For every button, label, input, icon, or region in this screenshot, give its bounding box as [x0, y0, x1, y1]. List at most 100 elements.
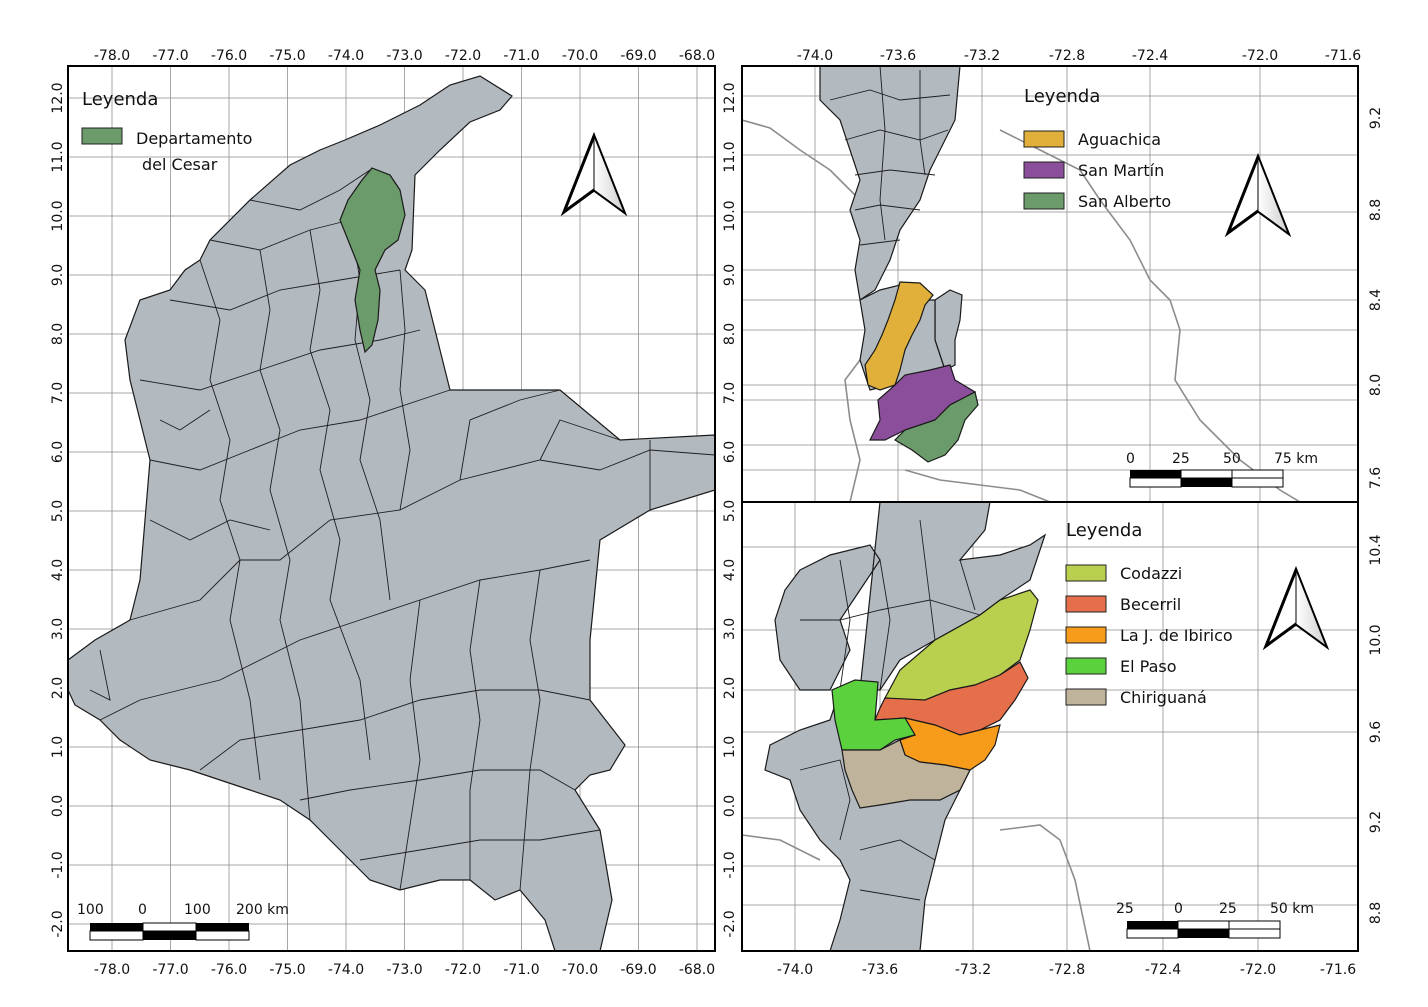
x-tick-label-bottom: -78.0 — [94, 962, 130, 978]
x-tick-label-bottom: -77.0 — [152, 962, 188, 978]
x-tick-label-top: -71.6 — [1325, 48, 1361, 64]
y-tick-label-right: -2.0 — [722, 910, 738, 937]
scalebar-south-cesar: 0 25 50 75 km — [1126, 451, 1318, 488]
legend-south-cesar: Leyenda Aguachica San Martín San Alberto — [1023, 86, 1171, 211]
y-tick-label-right: 8.0 — [1368, 374, 1384, 396]
north-arrow-icon — [1262, 565, 1330, 651]
y-tick-label-right: 12.0 — [722, 82, 738, 113]
x-tick-label-top: -72.8 — [1049, 48, 1085, 64]
y-tick-label-left: 10.0 — [50, 200, 66, 231]
legend-label-el-paso: El Paso — [1120, 657, 1177, 676]
legend-title: Leyenda — [1024, 86, 1100, 107]
legend-swatch-el-paso — [1065, 657, 1107, 675]
international-border — [742, 119, 1301, 502]
legend-swatch-becerril — [1065, 595, 1107, 613]
x-tick-label-top: -73.2 — [964, 48, 1000, 64]
x-tick-label-bottom: -76.0 — [211, 962, 247, 978]
panel-south-cesar-tick-labels: -74.0 -73.6 -73.2 -72.8 -72.4 -72.0 -71.6 9.2 8.… — [797, 48, 1384, 489]
scalebar-label-2: 50 — [1223, 451, 1241, 467]
y-tick-label-left: 2.0 — [50, 677, 66, 699]
y-tick-label-right: 8.8 — [1368, 199, 1384, 221]
x-tick-label-bottom: -70.0 — [562, 962, 598, 978]
municipality-boundaries — [89, 169, 715, 891]
y-tick-label-left: 4.0 — [50, 559, 66, 581]
san-alberto-shape — [894, 391, 979, 463]
x-tick-label-bottom: -72.0 — [1240, 962, 1276, 978]
scalebar-label-1: 25 — [1172, 451, 1190, 467]
x-tick-label-bottom: -68.0 — [679, 962, 715, 978]
y-tick-label-right: 10.0 — [1368, 624, 1384, 655]
scalebar-central-cesar: 25 0 25 50 km — [1116, 901, 1314, 939]
x-tick-label-top: -72.0 — [445, 48, 481, 64]
legend-colombia: Leyenda Departamento del Cesar — [81, 89, 252, 174]
x-tick-label-top: -74.0 — [328, 48, 364, 64]
y-tick-label-left: 8.0 — [50, 323, 66, 345]
north-arrow-icon — [560, 131, 628, 217]
x-tick-label-top: -73.0 — [386, 48, 422, 64]
municipalities-north — [819, 66, 961, 302]
scalebar-label-0: 0 — [1126, 451, 1135, 467]
x-tick-label-top: -72.0 — [1242, 48, 1278, 64]
y-tick-label-right: 4.0 — [722, 559, 738, 581]
x-tick-label-top: -73.6 — [880, 48, 916, 64]
x-tick-label-top: -71.0 — [503, 48, 539, 64]
panel-central-cesar-frame — [741, 501, 1359, 952]
x-tick-label-bottom: -69.0 — [620, 962, 656, 978]
scalebar-label-3: 50 km — [1270, 901, 1314, 917]
x-tick-label-bottom: -74.0 — [777, 962, 813, 978]
cesar-department-shape — [339, 167, 406, 354]
x-tick-label-top: -72.4 — [1132, 48, 1168, 64]
legend-label-aguachica: Aguachica — [1078, 130, 1161, 149]
legend-swatch-la-jagua — [1065, 626, 1107, 644]
y-tick-label-left: -1.0 — [50, 851, 66, 878]
legend-label-cesar-line1: Departamento — [136, 129, 252, 148]
x-tick-label-bottom: -71.0 — [503, 962, 539, 978]
y-tick-label-right: 1.0 — [722, 736, 738, 758]
x-tick-label-bottom: -72.0 — [445, 962, 481, 978]
y-tick-label-right: -1.0 — [722, 851, 738, 878]
municipality-boundaries — [799, 519, 981, 901]
legend-swatch-san-martin — [1023, 161, 1065, 179]
international-border — [742, 824, 1091, 951]
panel-central-cesar-map: -74.0 -73.6 -73.2 -72.8 -72.4 -72.0 -71.6 10.4 1… — [741, 501, 1384, 978]
y-tick-label-left: 11.0 — [50, 141, 66, 172]
legend-label-san-alberto: San Alberto — [1078, 192, 1171, 211]
y-tick-label-left: 7.0 — [50, 382, 66, 404]
y-tick-label-left: 5.0 — [50, 500, 66, 522]
legend-label-la-jagua: La J. de Ibirico — [1120, 626, 1233, 645]
el-paso-shape — [831, 679, 916, 751]
x-tick-label-bottom: -75.0 — [269, 962, 305, 978]
north-arrow-icon — [1224, 152, 1292, 238]
panel-colombia-tick-labels: -78.0 -78.0 -77.0 -77.0 -76.0 -76.0 -75.0 -75.0… — [50, 48, 738, 978]
x-tick-label-bottom: -73.6 — [862, 962, 898, 978]
y-tick-label-right: 8.8 — [1368, 902, 1384, 924]
y-tick-label-right: 9.2 — [1368, 107, 1384, 129]
x-tick-label-top: -70.0 — [562, 48, 598, 64]
legend-label-codazzi: Codazzi — [1120, 564, 1182, 583]
x-tick-label-bottom: -72.8 — [1049, 962, 1085, 978]
y-tick-label-right: 11.0 — [722, 141, 738, 172]
scalebar-label-2: 25 — [1219, 901, 1237, 917]
panel-colombia-map: -78.0 -78.0 -77.0 -77.0 -76.0 -76.0 -75.0 -75.0… — [50, 48, 738, 978]
x-tick-label-bottom: -72.4 — [1145, 962, 1181, 978]
y-tick-label-left: -2.0 — [50, 910, 66, 937]
legend-swatch-aguachica — [1023, 130, 1065, 148]
y-tick-label-right: 7.0 — [722, 382, 738, 404]
legend-label-chiriguana: Chiriguaná — [1120, 688, 1207, 707]
y-tick-label-right: 8.0 — [722, 323, 738, 345]
scalebar-label-3: 200 km — [236, 902, 289, 918]
x-tick-label-bottom: -74.0 — [328, 962, 364, 978]
x-tick-label-top: -76.0 — [211, 48, 247, 64]
x-tick-label-bottom: -73.0 — [386, 962, 422, 978]
y-tick-label-left: 12.0 — [50, 82, 66, 113]
x-tick-label-bottom: -73.2 — [955, 962, 991, 978]
y-tick-label-right: 9.2 — [1368, 811, 1384, 833]
legend-label-cesar-line2: del Cesar — [142, 155, 218, 174]
y-tick-label-right: 10.4 — [1368, 534, 1384, 565]
legend-swatch-san-alberto — [1023, 192, 1065, 210]
y-tick-label-left: 6.0 — [50, 441, 66, 463]
scalebar-label-1: 0 — [138, 902, 147, 918]
x-tick-label-bottom: -71.6 — [1320, 962, 1356, 978]
legend-swatch-cesar — [81, 127, 123, 145]
